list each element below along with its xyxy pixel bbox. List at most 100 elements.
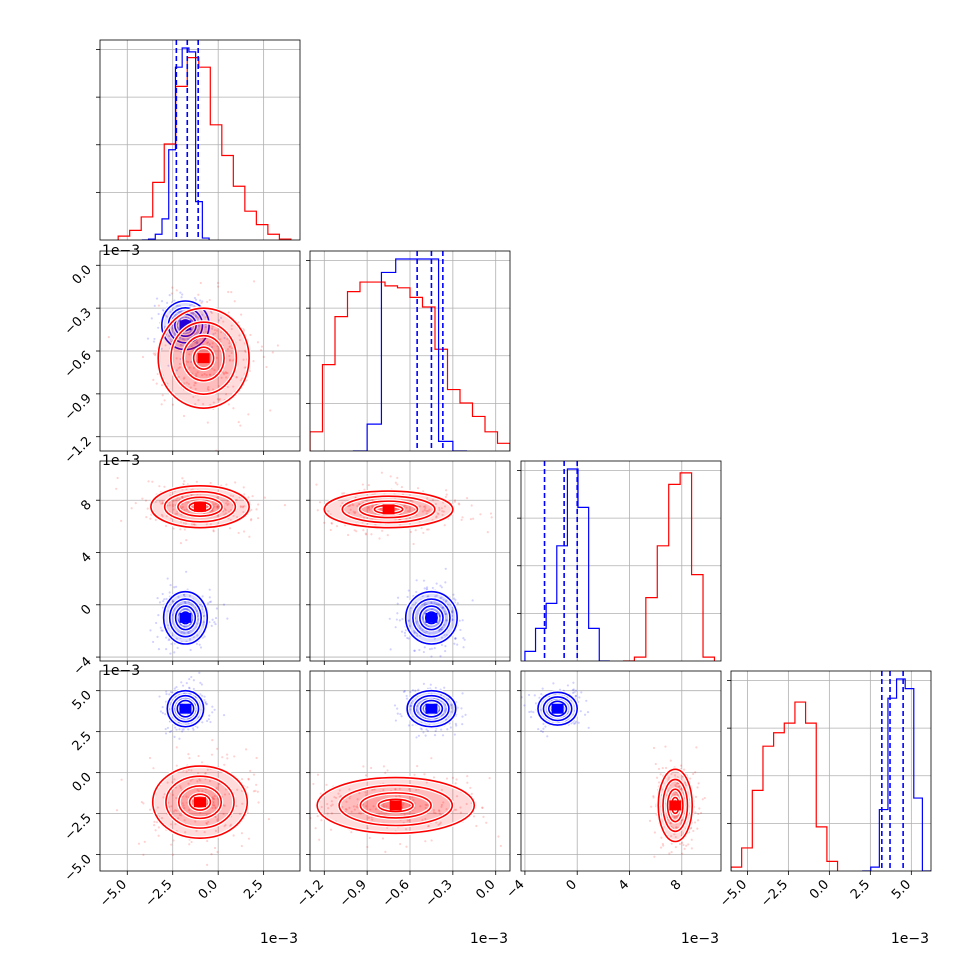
sample-point	[427, 595, 430, 598]
sample-point	[690, 838, 693, 841]
sample-point	[335, 525, 339, 528]
panel-frame-p20	[99, 460, 301, 662]
sample-point	[358, 811, 361, 815]
sample-point	[415, 579, 418, 582]
sample-point	[422, 731, 425, 734]
sample-point	[411, 796, 414, 799]
sample-point	[234, 498, 237, 502]
sample-point	[469, 518, 473, 521]
sample-point	[382, 765, 386, 768]
sample-point	[384, 850, 387, 853]
sample-point	[165, 515, 168, 518]
sample-point	[203, 830, 206, 834]
sample-point	[399, 713, 402, 716]
sample-point	[206, 863, 209, 866]
sample-point	[346, 533, 350, 537]
sample-point	[396, 712, 399, 715]
sample-point	[169, 690, 172, 694]
sample-point	[174, 512, 177, 515]
sample-point	[201, 721, 204, 724]
sample-point	[398, 787, 401, 790]
sample-point	[367, 505, 370, 508]
sample-point	[443, 709, 447, 712]
sample-point	[249, 333, 252, 337]
sample-point	[396, 612, 399, 615]
sample-point	[116, 476, 119, 480]
sample-point	[164, 713, 167, 716]
sample-point	[410, 606, 413, 610]
sample-point	[439, 628, 442, 631]
sample-point	[381, 529, 384, 532]
ytick-label-3-3: 2.5	[70, 729, 95, 754]
contour-red-0	[151, 765, 249, 840]
sample-point	[664, 745, 667, 748]
sample-point	[534, 702, 538, 705]
sample-point	[216, 819, 219, 822]
sample-point	[435, 594, 438, 597]
sample-point	[157, 647, 161, 651]
sample-point	[214, 332, 217, 335]
sample-point	[430, 757, 433, 760]
sample-point	[190, 493, 193, 496]
sample-point	[211, 510, 214, 513]
sample-point	[523, 704, 526, 707]
sample-point	[188, 353, 191, 356]
sample-point	[141, 355, 145, 359]
sample-point	[172, 527, 175, 530]
sample-point	[425, 509, 428, 513]
sample-point	[441, 510, 444, 513]
sample-point	[404, 504, 407, 507]
xtick-label-1-0: −1.2	[294, 877, 327, 910]
sample-point	[164, 314, 168, 317]
sample-point	[423, 602, 426, 605]
sample-point	[440, 643, 444, 647]
sample-point	[174, 823, 177, 826]
sample-point	[204, 316, 208, 319]
sample-point	[465, 497, 469, 500]
sample-point	[222, 320, 225, 323]
ytick-label-1-2: −0.6	[62, 348, 95, 381]
sample-point	[212, 401, 215, 404]
sample-point	[578, 696, 581, 699]
hist-blue-1	[352, 258, 468, 451]
sample-point	[165, 648, 168, 651]
sample-point	[172, 810, 176, 813]
contour-red-3	[192, 346, 215, 370]
sample-point	[173, 651, 176, 654]
sample-point	[426, 595, 429, 598]
sample-point	[189, 779, 192, 782]
ytick-label-1-4: 0.0	[70, 263, 95, 288]
sample-point	[166, 301, 169, 304]
sample-point	[199, 299, 202, 302]
sample-point	[425, 587, 428, 590]
sample-point	[175, 728, 178, 731]
sample-point	[401, 618, 404, 621]
sample-point	[669, 822, 672, 825]
sample-point	[312, 782, 315, 786]
sample-point	[227, 311, 230, 314]
sample-point	[681, 818, 684, 822]
sample-point	[192, 800, 195, 803]
sample-point	[444, 649, 447, 653]
density-peak-blue	[425, 612, 438, 623]
xtick-label-2-0: −4	[504, 877, 528, 901]
sample-point	[206, 768, 209, 771]
sample-point	[156, 635, 159, 638]
sample-point	[674, 784, 677, 787]
sample-point	[678, 785, 681, 788]
sample-point	[178, 339, 181, 343]
sample-point	[141, 497, 144, 500]
sample-point	[183, 632, 186, 635]
sample-point	[352, 510, 355, 513]
sample-point	[425, 528, 429, 531]
sample-point	[330, 521, 333, 525]
sample-point	[167, 364, 170, 367]
sample-point	[438, 822, 441, 825]
sample-point	[430, 602, 433, 605]
sample-point	[175, 746, 178, 749]
sample-point	[420, 728, 424, 731]
sample-point	[168, 591, 171, 594]
sample-point	[438, 810, 441, 813]
sample-point	[295, 824, 297, 826]
sample-point	[195, 480, 198, 483]
